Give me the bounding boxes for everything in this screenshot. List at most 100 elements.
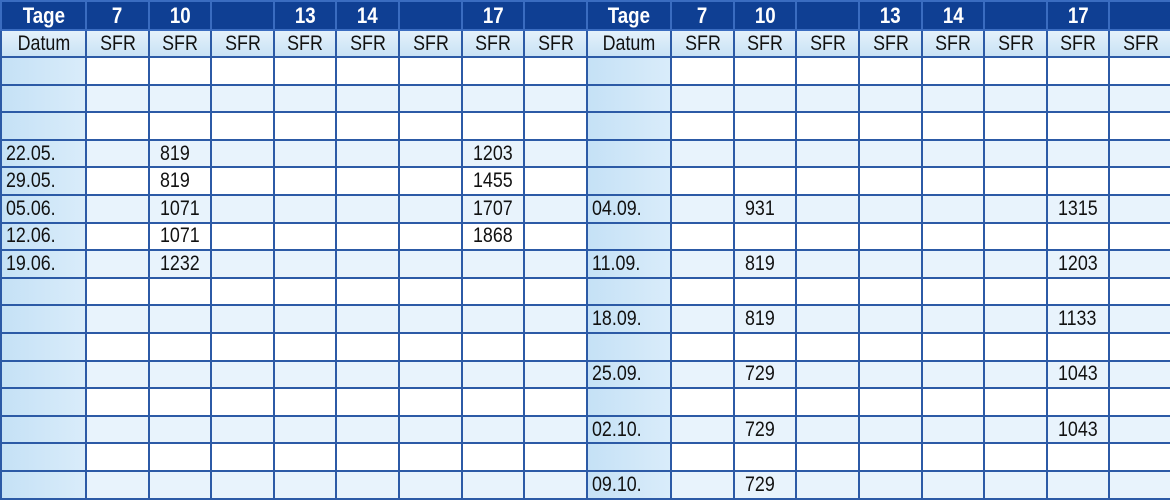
- left-price-cell: [273, 193, 337, 224]
- right-price-cell: [795, 387, 860, 417]
- left-price-cell: [210, 166, 275, 196]
- left-header-day: [523, 0, 588, 31]
- left-price-cell: [461, 442, 525, 472]
- left-price-cell: [273, 166, 337, 196]
- right-price-cell-text: 1043: [1058, 417, 1098, 441]
- right-header-datum-text: Datum: [602, 31, 656, 55]
- left-price-cell: [523, 304, 588, 334]
- right-price-cell: [858, 83, 923, 114]
- right-header-day-text: 10: [754, 2, 776, 28]
- left-price-cell: [85, 249, 150, 279]
- right-price-cell: [921, 249, 985, 279]
- left-price-cell: [148, 469, 212, 500]
- left-price-cell: [210, 56, 275, 86]
- right-price-cell: [733, 111, 797, 141]
- left-price-cell: [461, 111, 525, 141]
- left-price-cell: [398, 56, 463, 86]
- table-row: 22.05. 819 1203: [0, 138, 1170, 169]
- right-price-cell: 1315: [1046, 193, 1110, 224]
- right-price-cell: [795, 249, 860, 279]
- right-price-cell: 1133: [1046, 304, 1110, 334]
- left-price-cell: [210, 193, 275, 224]
- right-header-day-text: 7: [697, 2, 708, 28]
- left-price-cell: [85, 304, 150, 334]
- left-price-cell: 819: [148, 166, 212, 196]
- right-date-cell: [586, 387, 672, 417]
- right-price-cell: [921, 387, 985, 417]
- left-date-cell: 12.06.: [0, 221, 87, 252]
- right-price-cell: [795, 469, 860, 500]
- right-header-day: 13: [858, 0, 923, 31]
- right-price-cell: [1046, 56, 1110, 86]
- left-date-cell: [0, 331, 87, 362]
- table-row: 09.10. 729: [0, 469, 1170, 500]
- table-row: 05.06. 1071 1707 04.09. 931 1315: [0, 193, 1170, 224]
- right-price-cell: [921, 414, 985, 445]
- header-days-row: Tage 7 10 13 14 17 Tage 7 10 13 14 17: [0, 0, 1170, 31]
- left-price-cell: [335, 56, 400, 86]
- left-price-cell: [461, 414, 525, 445]
- left-date-cell-text: 12.06.: [6, 224, 56, 248]
- left-price-cell: [85, 414, 150, 445]
- left-price-cell: [398, 138, 463, 169]
- right-header-day: 17: [1046, 0, 1110, 31]
- right-header-currency-text: SFR: [935, 31, 971, 55]
- right-price-cell: [795, 138, 860, 169]
- left-price-cell: [335, 331, 400, 362]
- right-price-cell: [1108, 442, 1170, 472]
- left-price-cell: [335, 359, 400, 390]
- right-price-cell: [983, 331, 1048, 362]
- right-price-cell: [1108, 331, 1170, 362]
- right-price-cell: [1108, 387, 1170, 417]
- right-price-cell: [983, 111, 1048, 141]
- left-price-cell-text: 1455: [473, 169, 513, 193]
- right-price-cell-text: 1315: [1058, 196, 1098, 220]
- left-price-cell-text: 819: [160, 141, 190, 165]
- left-date-cell: [0, 359, 87, 390]
- right-price-cell: [921, 193, 985, 224]
- right-date-cell-text: 25.09.: [592, 362, 642, 386]
- left-price-cell: [273, 276, 337, 307]
- left-date-cell: [0, 414, 87, 445]
- left-date-cell-text: 22.05.: [6, 141, 56, 165]
- right-price-cell: 729: [733, 469, 797, 500]
- table-row: 18.09. 819 1133: [0, 304, 1170, 334]
- left-date-cell: [0, 442, 87, 472]
- left-price-cell: [523, 111, 588, 141]
- left-price-cell: 1868: [461, 221, 525, 252]
- right-price-cell: [921, 359, 985, 390]
- right-header-currency-text: SFR: [1060, 31, 1096, 55]
- left-price-cell: [85, 331, 150, 362]
- left-price-cell: [148, 359, 212, 390]
- right-price-cell: [858, 469, 923, 500]
- left-price-cell-text: 1203: [473, 141, 513, 165]
- right-date-cell: [586, 331, 672, 362]
- right-price-cell: [921, 56, 985, 86]
- left-price-cell: [523, 442, 588, 472]
- left-price-cell: [210, 442, 275, 472]
- right-price-cell: [858, 359, 923, 390]
- right-price-cell: [670, 331, 735, 362]
- right-price-cell: [1046, 83, 1110, 114]
- left-date-cell: [0, 304, 87, 334]
- right-price-cell: [1108, 56, 1170, 86]
- left-price-cell: [335, 138, 400, 169]
- right-price-cell: [1108, 138, 1170, 169]
- right-price-cell-text: 1043: [1058, 362, 1098, 386]
- right-price-cell: [670, 138, 735, 169]
- left-price-cell: 1071: [148, 193, 212, 224]
- right-price-cell: [921, 331, 985, 362]
- right-price-cell: 819: [733, 304, 797, 334]
- right-price-cell: [921, 221, 985, 252]
- right-date-cell: [586, 276, 672, 307]
- left-price-cell: [210, 249, 275, 279]
- right-price-cell: [670, 56, 735, 86]
- left-header-currency-text: SFR: [412, 31, 449, 55]
- left-price-cell: [523, 249, 588, 279]
- right-price-cell: [858, 56, 923, 86]
- right-price-cell: [1108, 469, 1170, 500]
- right-price-cell: [983, 83, 1048, 114]
- right-price-cell: [670, 111, 735, 141]
- left-price-cell: [210, 304, 275, 334]
- right-price-cell: [670, 387, 735, 417]
